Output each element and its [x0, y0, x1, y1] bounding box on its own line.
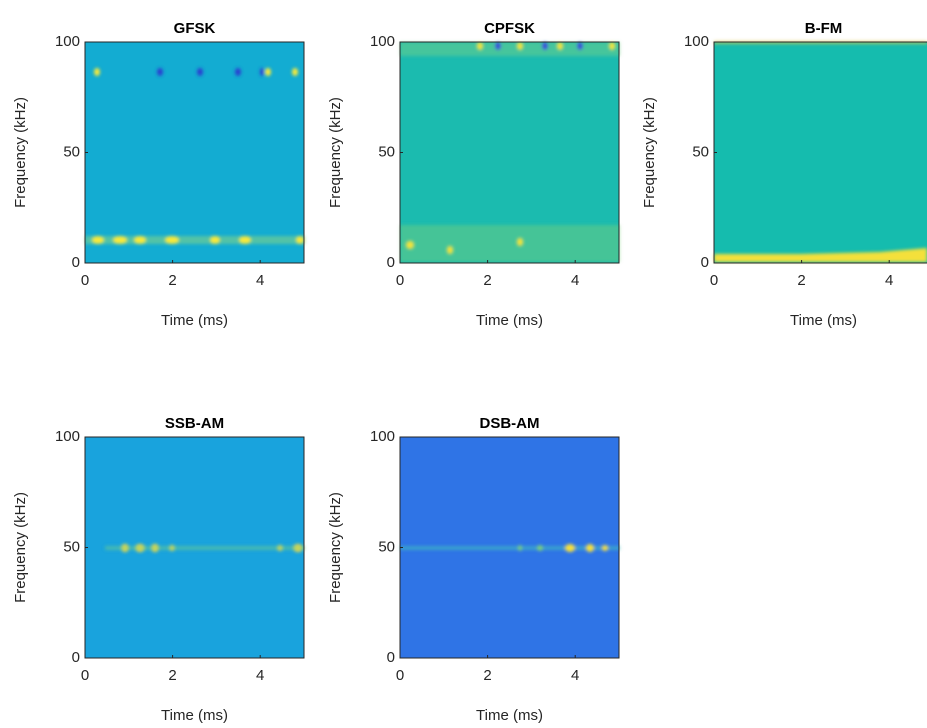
x-tick-label: 2	[168, 667, 176, 684]
y-tick-label: 100	[55, 428, 80, 445]
x-axis-label: Time (ms)	[476, 312, 543, 329]
band	[714, 248, 927, 262]
y-tick-label: 0	[387, 254, 395, 271]
y-tick-label: 50	[692, 143, 709, 160]
y-tick-label: 100	[370, 428, 395, 445]
x-tick-label: 0	[710, 272, 718, 289]
y-axis-label: Frequency (kHz)	[327, 492, 344, 603]
chart-title: DSB-AM	[480, 415, 540, 432]
spectrogram-image	[85, 42, 304, 263]
y-tick-label: 50	[378, 538, 395, 555]
x-tick-label: 0	[396, 667, 404, 684]
y-tick-label: 0	[701, 254, 709, 271]
y-tick-label: 0	[72, 254, 80, 271]
y-axis-label: Frequency (kHz)	[327, 97, 344, 208]
x-tick-label: 0	[81, 272, 89, 289]
spots	[565, 544, 608, 552]
band	[85, 236, 305, 244]
x-tick-label: 2	[483, 667, 491, 684]
image-layer	[85, 42, 927, 658]
y-tick-label: 0	[387, 649, 395, 666]
x-tick-label: 2	[797, 272, 805, 289]
chart-title: SSB-AM	[165, 415, 224, 432]
y-axis-label: Frequency (kHz)	[12, 492, 29, 603]
axes-layer: GFSK 0 2 4 0 50 100 Time (ms) Frequency (kHz) CPF…	[12, 20, 927, 724]
x-axis-label: Time (ms)	[790, 312, 857, 329]
x-tick-label: 4	[571, 272, 579, 289]
y-tick-label: 0	[72, 649, 80, 666]
x-tick-label: 4	[256, 667, 264, 684]
x-axis-label: Time (ms)	[161, 312, 228, 329]
band	[400, 546, 620, 550]
x-axis-label: Time (ms)	[161, 707, 228, 724]
dark-spots	[157, 68, 264, 76]
y-tick-label: 50	[63, 538, 80, 555]
x-tick-label: 4	[885, 272, 893, 289]
x-axis-label: Time (ms)	[476, 707, 543, 724]
chart-title: B-FM	[805, 20, 843, 37]
x-tick-label: 0	[396, 272, 404, 289]
spectrogram-image	[714, 42, 927, 263]
spots	[518, 545, 543, 551]
x-tick-label: 4	[256, 272, 264, 289]
chart-title: CPFSK	[484, 20, 535, 37]
spots	[92, 68, 304, 244]
y-tick-label: 100	[684, 33, 709, 50]
spots	[406, 42, 615, 254]
x-tick-label: 2	[168, 272, 176, 289]
x-tick-label: 4	[571, 667, 579, 684]
spectrogram-texture	[85, 41, 927, 552]
y-tick-label: 100	[55, 33, 80, 50]
x-tick-label: 0	[81, 667, 89, 684]
y-tick-label: 100	[370, 33, 395, 50]
y-tick-label: 50	[63, 143, 80, 160]
chart-title: GFSK	[174, 20, 216, 37]
band	[400, 225, 620, 262]
band	[400, 42, 620, 56]
x-tick-label: 2	[483, 272, 491, 289]
y-axis-label: Frequency (kHz)	[641, 97, 658, 208]
band	[105, 546, 305, 550]
y-axis-label: Frequency (kHz)	[12, 97, 29, 208]
dark-spots	[495, 42, 583, 50]
y-tick-label: 50	[378, 143, 395, 160]
